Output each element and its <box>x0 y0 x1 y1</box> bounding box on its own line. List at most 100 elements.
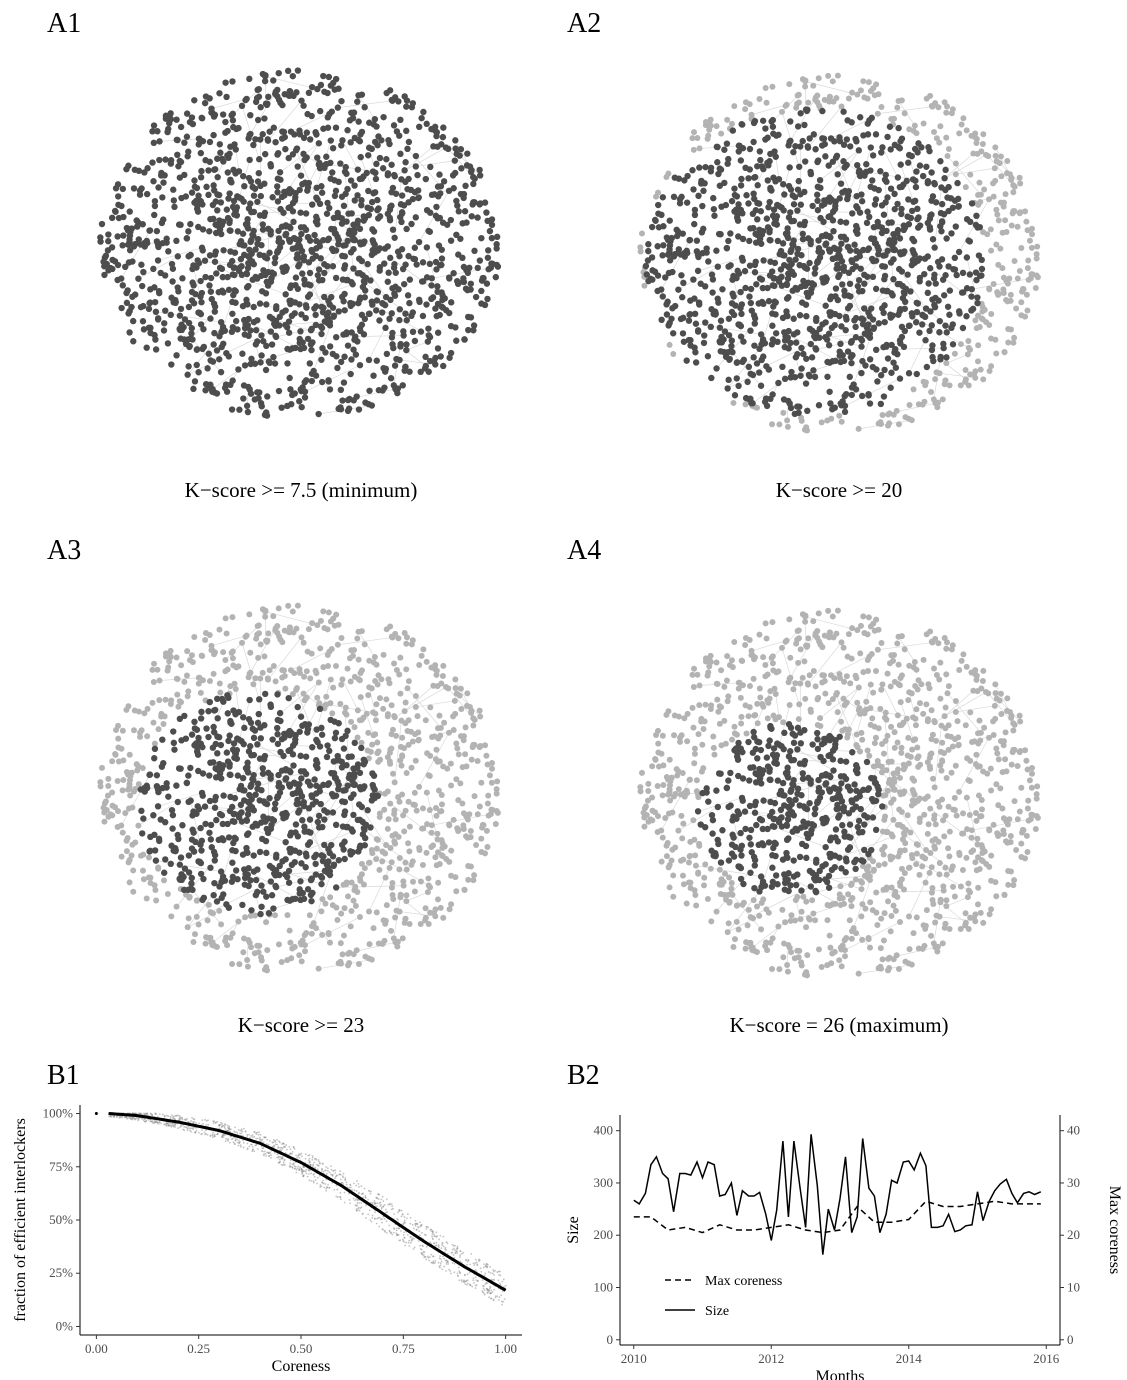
network-node <box>826 932 833 939</box>
network-node-highlighted <box>158 763 166 770</box>
network-node-highlighted <box>264 100 271 107</box>
network-node <box>826 629 833 636</box>
network-node <box>374 739 381 746</box>
network-node <box>972 374 979 381</box>
network-node-highlighted <box>339 823 347 830</box>
network-node-highlighted <box>215 288 222 296</box>
network-node <box>370 732 377 739</box>
network-node-highlighted <box>235 736 243 743</box>
network-node-highlighted <box>825 246 833 253</box>
network-node-highlighted <box>393 355 400 363</box>
network-node-highlighted <box>822 319 829 326</box>
network-node-highlighted <box>392 283 399 290</box>
network-node <box>1010 189 1017 196</box>
network-node <box>874 646 881 653</box>
network-node-highlighted <box>206 282 213 289</box>
network-node <box>379 858 386 865</box>
network-node-highlighted <box>316 788 323 795</box>
network-node-highlighted <box>896 235 904 242</box>
network-node <box>387 800 394 807</box>
network-node-highlighted <box>317 81 325 89</box>
network-node <box>450 713 457 720</box>
network-node <box>806 672 813 679</box>
network-node-highlighted <box>959 269 967 277</box>
network-node <box>119 727 126 734</box>
network-node <box>114 823 121 830</box>
network-node-highlighted <box>731 191 739 199</box>
network-node-highlighted <box>937 353 944 361</box>
network-node-highlighted <box>269 315 276 322</box>
network-node-highlighted <box>844 192 852 199</box>
network-node-highlighted <box>138 261 145 268</box>
network-node <box>974 901 981 908</box>
network-node <box>955 734 962 741</box>
network-node-highlighted <box>219 273 227 281</box>
network-node <box>948 646 955 653</box>
network-node-highlighted <box>913 168 920 175</box>
network-node-highlighted <box>251 185 259 192</box>
network-node-highlighted <box>358 201 365 209</box>
network-node-highlighted <box>255 86 263 93</box>
network-node-highlighted <box>272 800 279 807</box>
network-node <box>978 315 985 322</box>
network-node <box>433 746 440 753</box>
network-node <box>908 417 915 424</box>
network-node <box>308 650 315 657</box>
network-node-highlighted <box>717 317 725 324</box>
network-node-highlighted <box>884 355 892 362</box>
network-node-highlighted <box>231 287 238 294</box>
network-node-highlighted <box>326 343 334 350</box>
network-node-highlighted <box>751 320 758 327</box>
network-node-highlighted <box>889 292 896 299</box>
network-node-highlighted <box>190 848 198 855</box>
network-node-highlighted <box>695 192 702 200</box>
network-node-highlighted <box>485 266 492 273</box>
network-node-highlighted <box>790 148 797 156</box>
network-node-highlighted <box>659 252 666 259</box>
network-node-highlighted <box>239 173 247 180</box>
network-node-highlighted <box>853 203 860 210</box>
network-node-highlighted <box>852 386 860 393</box>
network-node <box>988 335 995 342</box>
network-node-highlighted <box>228 803 236 811</box>
network-node <box>804 952 811 959</box>
network-node-highlighted <box>339 137 346 144</box>
network-node <box>816 102 823 109</box>
network-node <box>998 711 1005 718</box>
network-node <box>997 785 1004 792</box>
network-node <box>1033 251 1040 258</box>
network-node <box>193 913 200 920</box>
network-node-highlighted <box>877 168 884 175</box>
network-node <box>750 897 757 904</box>
network-node-highlighted <box>415 296 423 303</box>
network-node <box>782 919 789 926</box>
network-node <box>471 793 478 800</box>
network-node <box>244 963 251 970</box>
network-node <box>637 784 644 791</box>
network-node-highlighted <box>877 400 885 408</box>
network-node <box>325 663 332 670</box>
network-node <box>999 265 1006 272</box>
network-node-highlighted <box>209 744 217 751</box>
network-node-highlighted <box>781 191 788 198</box>
network-node <box>905 760 912 767</box>
network-node-highlighted <box>814 191 821 198</box>
network-node-highlighted <box>289 72 297 80</box>
network-node <box>478 779 485 786</box>
network-node <box>433 862 440 869</box>
network-node-highlighted <box>739 235 747 243</box>
network-node-highlighted <box>320 853 327 860</box>
network-node-highlighted <box>779 181 787 188</box>
network-node <box>962 367 969 374</box>
network-node <box>1034 783 1041 790</box>
network-node <box>708 918 715 925</box>
network-node-highlighted <box>916 162 924 169</box>
network-node <box>402 915 409 922</box>
network-node-highlighted <box>190 385 197 393</box>
network-node-highlighted <box>145 324 153 331</box>
network-node-highlighted <box>912 319 920 326</box>
network-node <box>216 680 223 687</box>
network-node <box>199 652 206 659</box>
network-node-highlighted <box>334 778 341 785</box>
network-node-highlighted <box>919 321 926 328</box>
